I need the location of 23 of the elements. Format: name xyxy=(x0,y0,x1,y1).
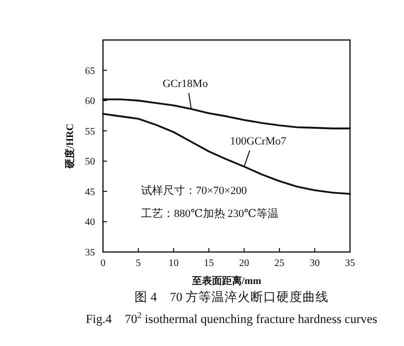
x-tick-label: 25 xyxy=(274,258,284,269)
x-tick-label: 35 xyxy=(345,258,355,269)
y-tick-label: 40 xyxy=(85,217,95,228)
x-tick-label: 30 xyxy=(310,258,320,269)
x-axis-title: 至表面距离/mm xyxy=(190,275,262,287)
y-tick-label: 35 xyxy=(85,248,95,258)
y-tick-label: 45 xyxy=(85,186,95,198)
x-tick-label: 0 xyxy=(100,258,106,269)
x-tick-label: 15 xyxy=(204,258,214,269)
y-tick-label: 65 xyxy=(85,66,95,77)
y-tick-label: 60 xyxy=(85,96,95,108)
text: Fig.4 70$^{2}$ isothermal quenching fracture hardness curves xyxy=(86,310,378,326)
x-tick-label: 20 xyxy=(239,258,250,269)
series-label: GCr18Mo xyxy=(162,78,208,90)
x-tick-label: 10 xyxy=(168,258,179,269)
series-label: 100GCrMo7 xyxy=(230,136,287,148)
annotation: 试样尺寸：70×70×200 xyxy=(141,184,248,197)
y-tick-label: 55 xyxy=(85,126,95,138)
text: 图 4 70 方等温淬火断口硬度曲线 xyxy=(134,289,328,304)
y-axis-title: 硬度/HRC xyxy=(64,124,76,170)
y-tick-label: 50 xyxy=(85,156,95,168)
x-tick-label: 5 xyxy=(136,258,141,269)
annotation: 工艺：880℃加热 230℃等温 xyxy=(141,207,278,220)
